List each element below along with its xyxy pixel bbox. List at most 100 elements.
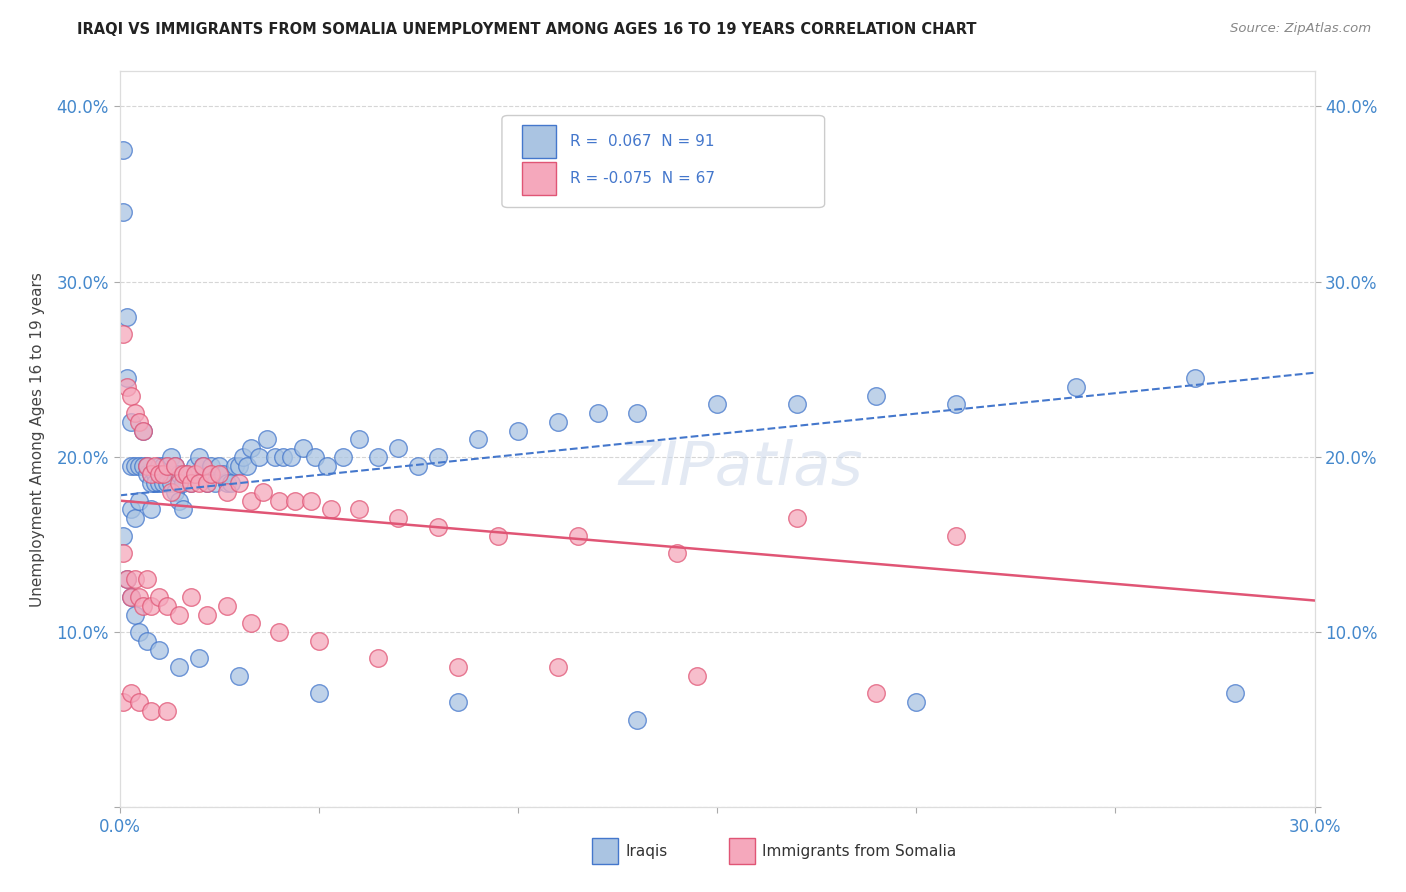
Point [148, 458, 170, 473]
Point [180, 476, 202, 491]
Point [280, 450, 302, 464]
Point [148, 590, 170, 604]
Point [156, 458, 179, 473]
Point [169, 467, 191, 482]
Point [124, 406, 146, 420]
Point [271, 450, 294, 464]
Point [247, 450, 270, 464]
Text: IRAQI VS IMMIGRANTS FROM SOMALIA UNEMPLOYMENT AMONG AGES 16 TO 19 YEARS CORRELAT: IRAQI VS IMMIGRANTS FROM SOMALIA UNEMPLO… [77, 22, 977, 37]
Point [217, 599, 239, 613]
Point [332, 450, 354, 464]
Point [156, 599, 179, 613]
Point [236, 458, 259, 473]
Point [212, 467, 235, 482]
Point [176, 467, 198, 482]
Point [141, 476, 163, 491]
Point [240, 616, 263, 631]
Point [267, 625, 290, 640]
Point [169, 660, 191, 674]
Point [200, 467, 222, 482]
Point [188, 450, 211, 464]
Point [124, 458, 146, 473]
Point [121, 502, 143, 516]
Point [256, 433, 278, 447]
Point [586, 406, 609, 420]
Point [304, 450, 326, 464]
Point [786, 511, 808, 525]
Point [567, 529, 589, 543]
Point [367, 651, 389, 665]
Point [141, 467, 163, 482]
FancyBboxPatch shape [522, 161, 555, 194]
Point [136, 458, 159, 473]
Point [195, 476, 218, 491]
Point [1184, 371, 1206, 385]
Point [228, 476, 250, 491]
Point [128, 458, 150, 473]
Point [367, 450, 389, 464]
Point [124, 607, 146, 622]
Text: Immigrants from Somalia: Immigrants from Somalia [762, 844, 956, 859]
Point [128, 590, 150, 604]
Point [240, 441, 263, 455]
Point [121, 590, 143, 604]
Point [188, 476, 211, 491]
Point [112, 143, 135, 157]
Point [191, 458, 215, 473]
Point [117, 371, 139, 385]
Point [112, 327, 135, 342]
Y-axis label: Unemployment Among Ages 16 to 19 years: Unemployment Among Ages 16 to 19 years [31, 272, 45, 607]
Point [217, 476, 239, 491]
Point [169, 476, 191, 491]
Point [506, 424, 529, 438]
Point [156, 704, 179, 718]
Point [165, 484, 187, 499]
Point [208, 458, 231, 473]
Point [117, 380, 139, 394]
Point [148, 476, 170, 491]
Point [299, 493, 322, 508]
Point [195, 607, 218, 622]
Point [184, 467, 207, 482]
Point [148, 642, 170, 657]
Point [156, 458, 179, 473]
Point [128, 625, 150, 640]
Point [191, 458, 215, 473]
Point [124, 511, 146, 525]
Point [200, 458, 222, 473]
Point [291, 441, 314, 455]
Text: Iraqis: Iraqis [626, 844, 668, 859]
Point [224, 458, 246, 473]
Point [117, 573, 139, 587]
Point [132, 599, 155, 613]
Point [152, 467, 174, 482]
Point [165, 458, 187, 473]
Point [217, 484, 239, 499]
Point [232, 450, 254, 464]
Point [121, 388, 143, 402]
Point [152, 476, 174, 491]
Point [145, 467, 166, 482]
Point [945, 529, 967, 543]
Point [945, 397, 967, 411]
Point [267, 493, 290, 508]
Point [141, 502, 163, 516]
Point [169, 493, 191, 508]
Point [547, 660, 569, 674]
Point [136, 573, 159, 587]
Point [121, 590, 143, 604]
Point [188, 651, 211, 665]
Point [121, 686, 143, 700]
Point [132, 424, 155, 438]
Point [176, 467, 198, 482]
Point [865, 686, 887, 700]
Point [169, 607, 191, 622]
Point [136, 633, 159, 648]
Point [172, 476, 194, 491]
Point [240, 493, 263, 508]
Point [112, 204, 135, 219]
Point [136, 458, 159, 473]
Point [447, 695, 470, 709]
Point [208, 467, 231, 482]
Point [124, 573, 146, 587]
